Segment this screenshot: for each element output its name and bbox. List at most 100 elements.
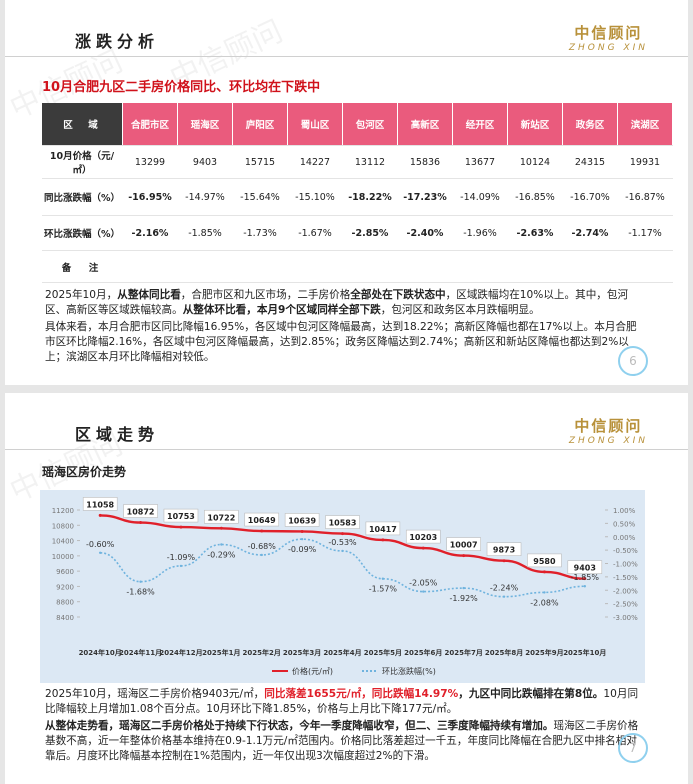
data-label: -2.08%	[530, 598, 559, 607]
text-block: 2025年10月，从整体同比看，合肥市区和九区市场，二手房价格全部处在下跌状态中…	[45, 288, 645, 367]
cell: -2.74%	[562, 215, 618, 251]
point	[422, 590, 425, 593]
divider	[5, 56, 688, 57]
point	[139, 580, 142, 583]
y2-tick-label: 1.00%	[613, 507, 636, 515]
cell: -14.09%	[452, 178, 508, 216]
label-box	[284, 513, 320, 527]
cell: -1.85%	[177, 215, 233, 251]
data-label: 10722	[207, 513, 235, 522]
cell: 13299	[122, 145, 178, 179]
point	[179, 525, 183, 529]
x-tick-label: 2025年7月	[444, 648, 482, 657]
point	[583, 585, 587, 588]
column-header: 包河区	[342, 103, 398, 146]
point	[139, 521, 143, 525]
label-box	[82, 497, 118, 511]
y-tick-label: 11200	[52, 507, 74, 515]
data-label: 9403	[574, 564, 596, 573]
cell: -16.95%	[122, 178, 178, 216]
cell	[232, 250, 288, 283]
x-tick-label: 2025年10月	[563, 648, 606, 657]
text: 从整体同比看	[117, 289, 181, 301]
label-box	[567, 560, 603, 574]
cell: -18.22%	[342, 178, 398, 216]
data-label: -0.29%	[207, 551, 236, 560]
data-label: 9580	[533, 557, 556, 566]
table-row: 10月价格（元/㎡） 13299 9403 15715 14227 13112 15836 1…	[42, 145, 673, 179]
cell: -16.87%	[617, 178, 673, 216]
column-header: 瑶海区	[177, 103, 233, 146]
text: ，包河区和政务区本月跌幅明显。	[380, 304, 540, 316]
cell: -1.96%	[452, 215, 508, 251]
label-box	[527, 553, 562, 568]
legend-label: 环比涨跌幅(%)	[382, 666, 436, 676]
text: 瑶海区二手房价格基数不高，近一年整体价格基本维持在0.9-1.1万元/㎡范围内。…	[45, 720, 639, 762]
cell: -16.85%	[507, 178, 563, 216]
legend-label: 价格(元/㎡)	[292, 666, 333, 676]
logo: 中信顾问 ZHONG XIN	[569, 415, 648, 446]
cell: 15836	[397, 145, 453, 179]
slide-header: 涨跌分析	[75, 32, 160, 51]
point	[462, 554, 466, 558]
data-label: -1.92%	[449, 594, 478, 603]
y2-tick-label: 0.50%	[613, 520, 636, 528]
cell: 15715	[232, 145, 288, 179]
cell: 14227	[287, 145, 343, 179]
column-header: 滨湖区	[617, 103, 673, 146]
cell: 13112	[342, 145, 398, 179]
column-header: 新站区	[507, 103, 563, 146]
data-label: 10753	[167, 512, 195, 521]
point	[543, 591, 546, 594]
point	[98, 551, 102, 554]
data-label: 10203	[409, 533, 437, 542]
cell: 10124	[507, 145, 563, 179]
y-tick-label: 10800	[52, 522, 74, 530]
cell: -17.23%	[397, 178, 453, 216]
point	[220, 543, 223, 546]
point	[381, 577, 385, 580]
label-box	[163, 508, 199, 523]
label-box	[486, 542, 522, 557]
cell: -1.73%	[232, 215, 288, 251]
point	[421, 546, 425, 550]
y-tick-label: 9600	[56, 568, 74, 576]
data-label: 10639	[288, 516, 316, 525]
cell	[507, 250, 563, 283]
column-header: 区 域	[42, 103, 123, 146]
text: 同比落差1655元/㎡，同比跌幅14.97%	[264, 688, 459, 700]
point	[502, 595, 506, 598]
data-label: 10872	[127, 508, 155, 517]
x-tick-label: 2025年9月	[525, 648, 563, 657]
y2-tick-label: -3.00%	[613, 614, 638, 622]
label-box	[244, 512, 280, 527]
text: ，合肥市区和九区市场，二手房价格	[180, 289, 351, 301]
cell: -14.97%	[177, 178, 233, 216]
paragraph: 2025年10月，从整体同比看，合肥市区和九区市场，二手房价格全部处在下跌状态中…	[45, 288, 645, 318]
y2-tick-label: -2.50%	[613, 601, 638, 609]
point	[583, 577, 587, 581]
label-box	[365, 521, 401, 536]
cell	[397, 250, 453, 283]
data-label: 11058	[86, 500, 114, 509]
point	[260, 553, 263, 557]
column-header: 庐阳区	[232, 103, 288, 146]
logo-name: 中信顾问	[574, 417, 643, 435]
y2-tick-label: -2.00%	[613, 587, 638, 595]
cell	[342, 250, 398, 283]
y2-tick-label: 0.00%	[613, 534, 636, 542]
data-label: -0.09%	[288, 545, 317, 554]
y2-tick-label: -1.00%	[613, 561, 638, 569]
paragraph: 具体来看，本月合肥市区同比降幅16.95%，各区域中包河区降幅最高，达到18.2…	[45, 320, 645, 365]
text: 2025年10月，	[45, 289, 118, 301]
text-block: 2025年10月，瑶海区二手房价格9403元/㎡，同比落差1655元/㎡，同比跌…	[45, 687, 645, 766]
text: 具体来看，本月合肥市区同比降幅16.95%，各区域中包河区降幅最高，达到18.2…	[45, 321, 637, 363]
column-header: 合肥市区	[122, 103, 178, 146]
y-tick-label: 8400	[56, 614, 74, 622]
x-tick-label: 2025年8月	[485, 648, 523, 657]
point	[381, 538, 385, 542]
y2-tick-label: -1.50%	[613, 574, 638, 582]
cell: -2.63%	[507, 215, 563, 251]
paragraph: 从整体走势看，瑶海区二手房价格处于持续下行状态，今年一季度降幅收窄，但二、三季度…	[45, 719, 645, 764]
